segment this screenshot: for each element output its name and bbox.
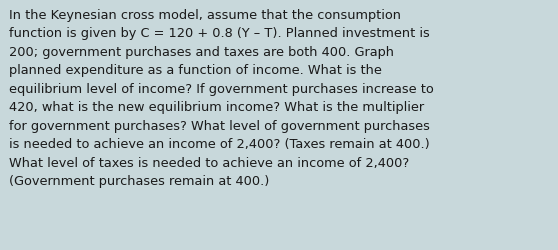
Text: In the Keynesian cross model, assume that the consumption
function is given by C: In the Keynesian cross model, assume tha…	[9, 9, 434, 188]
